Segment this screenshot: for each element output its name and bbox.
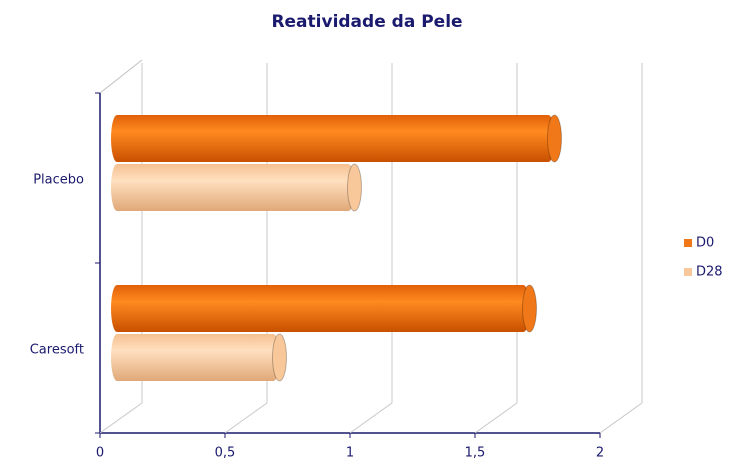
bar (111, 164, 355, 211)
chart-title: Reatividade da Pele (271, 12, 462, 32)
bar-cap (547, 114, 562, 163)
bar (111, 115, 555, 162)
legend-swatch (684, 239, 692, 247)
x-tick-label: 1 (346, 446, 354, 461)
x-tick-label: 2 (596, 446, 604, 461)
legend-label: D0 (696, 236, 714, 251)
y-tick-label: Caresoft (30, 343, 84, 358)
bar-cap (347, 163, 362, 212)
x-tick-label: 1,5 (465, 446, 486, 461)
depth-edge (99, 59, 143, 94)
bar (111, 334, 280, 381)
grid-floor (224, 402, 268, 434)
grid-floor (99, 402, 143, 434)
grid-floor (599, 402, 643, 434)
y-tick-label: Placebo (33, 173, 84, 188)
legend-label: D28 (696, 265, 723, 280)
x-tick-label: 0 (96, 446, 104, 461)
grid-floor (474, 402, 518, 434)
x-tick-label: 0,5 (215, 446, 236, 461)
bar-cap (272, 333, 287, 382)
grid-floor (349, 402, 393, 434)
bar (111, 285, 530, 332)
legend-swatch (684, 268, 692, 276)
bar-cap (522, 284, 537, 333)
